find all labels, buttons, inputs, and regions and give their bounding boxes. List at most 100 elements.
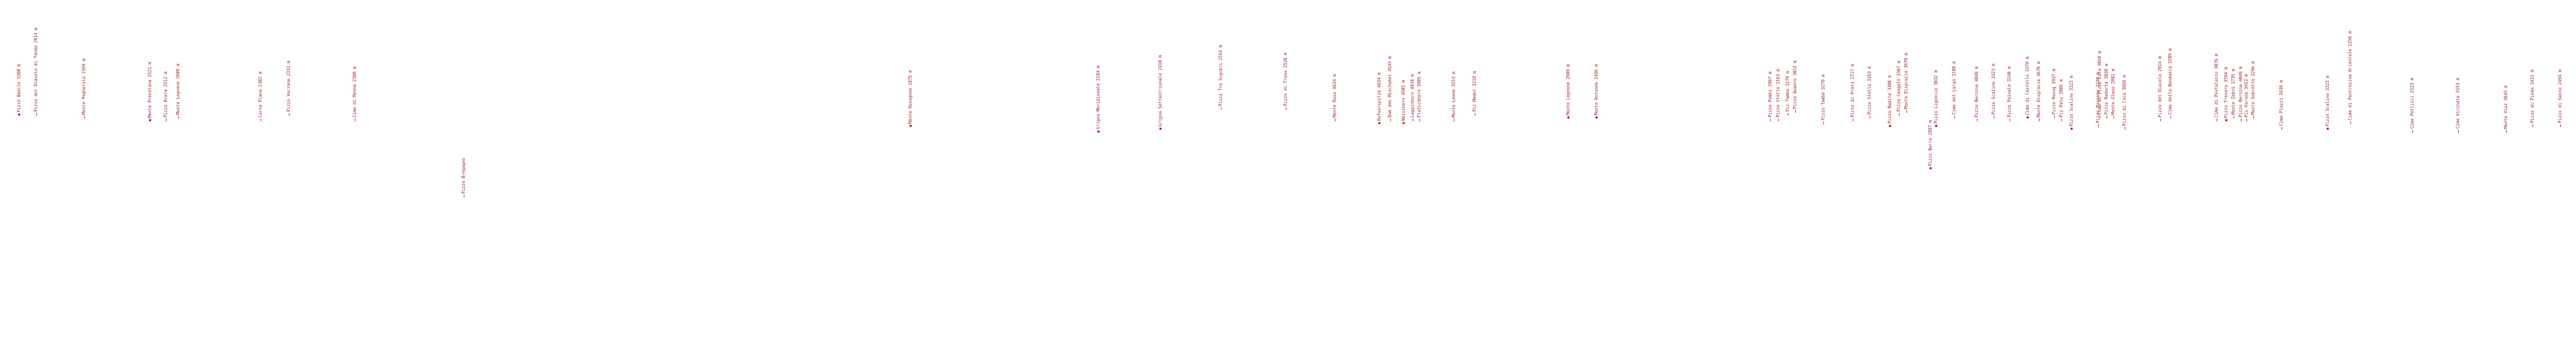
peak-name: Piz Medel 3210 m — [1472, 71, 1477, 112]
peak-name: Pizzo di Coca 3050 m — [2122, 75, 2127, 126]
summit-tick-icon — [1823, 121, 1824, 124]
peak-name: Cima Piazzi 3439 m — [2279, 80, 2284, 126]
peak-label: Pizzo Ligoncio 3032 m — [1933, 70, 1938, 127]
peak-label: Pizzo Bernina 4049 m — [1974, 67, 1979, 121]
peak-name: Pizzo Pombi 2967 m — [1768, 71, 1773, 117]
peak-name: Monte Presolana 2521 m — [147, 62, 152, 118]
peak-label: Monte Pegherolo 2369 m — [81, 59, 86, 119]
peak-name: Cima Pellicci 2523 m — [2410, 77, 2415, 129]
peak-name: Monte Disgrazia 3678 m — [1904, 53, 1909, 109]
peak-label: Corna Piana 2302 m — [258, 72, 263, 121]
peak-name: Cima di Menna 2300 m — [352, 66, 357, 117]
summit-tick-icon — [2170, 116, 2171, 119]
peak-name: Cima di Postalesio 3076 m — [2214, 54, 2219, 117]
peak-label: Pizzo Redorta 3038 m — [2104, 64, 2109, 119]
peak-name: Pizzo Quadro 3015 m — [1792, 60, 1797, 109]
peak-name: Pizzo Tre Signori 2554 m — [1218, 45, 1223, 106]
peak-label: Pizzo Scalino 3323 m — [2069, 76, 2074, 130]
peak-label: Pizzo di Pioda 3431 m — [2530, 69, 2535, 127]
peak-name: Dom des Mischabel 4545 m — [1387, 56, 1392, 117]
peak-name: Pizzo Berro 2897 m — [1928, 120, 1933, 166]
peak-label: Monte Sobretta 3296 m — [2250, 61, 2256, 119]
peak-label: Cima di Pontresina Orientale 2256 m — [2348, 31, 2353, 124]
peak-name: Monte Disgrazia 3678 m — [2036, 61, 2041, 117]
peak-label: Piz Medel 3210 m — [1472, 71, 1477, 116]
peak-name: Piz Varuna 3453 m — [2244, 74, 2249, 117]
peak-name: Pizzo di Sasso 2494 m — [2557, 69, 2562, 123]
summit-dot-icon — [1595, 116, 1598, 119]
peak-label: Pizzo Pombi 2967 m — [1768, 72, 1773, 121]
peak-name: Monte Legnone 2609 m — [1566, 64, 1571, 115]
peak-label: Pizzo Varrone 2332 m — [286, 60, 291, 116]
peak-label: Cima del Largo 3188 m — [1951, 61, 1957, 119]
peak-label: Dufourspitze 4634 m — [1377, 72, 1382, 124]
peak-name: Cima di Pizzo Coca 3050 m — [2097, 51, 2102, 115]
peak-name: Pizzo Varrone 2332 m — [286, 60, 291, 112]
summit-tick-icon — [1906, 110, 1907, 113]
summit-tick-icon — [2505, 130, 2507, 133]
peak-label: Pizzo del Diavolo di Tenda 2914 m — [33, 28, 38, 116]
peak-name: Monte Rosa 4634 m — [1332, 74, 1337, 117]
peak-label: Pizzo Roseg 3937 m — [2051, 68, 2056, 119]
peak-label: Pizzo del Diavolo 2914 m — [2157, 56, 2162, 121]
peak-label: Pizzo Tresero 3594 m — [2223, 67, 2228, 121]
peak-name: Monte Resegone 1875 m — [908, 70, 913, 124]
peak-label: Grigna Meridionale 2184 m — [1096, 65, 1101, 133]
summit-dot-icon — [1567, 116, 1570, 119]
peak-name: Pizzo Tresero 3594 m — [2223, 67, 2228, 118]
summit-tick-icon — [2350, 121, 2351, 124]
peak-label: Pizzo Quadro 3015 m — [1792, 60, 1797, 113]
summit-dot-icon — [1935, 125, 1937, 127]
peak-label: Monte Legnone 2609 m — [1566, 64, 1571, 119]
peak-name: Pizzo Redorta 3038 m — [2104, 63, 2109, 115]
summit-dot-icon — [1929, 167, 1932, 169]
peak-name: Cima della Bondasca 3289 m — [2168, 48, 2173, 115]
summit-dot-icon — [1378, 122, 1381, 124]
peak-name: Pizzo Stella 3163 m — [1867, 66, 1872, 115]
peak-label: Pizzo di Trona 2510 m — [1283, 53, 1288, 110]
peak-name: Monte Sobretta 3296 m — [2250, 61, 2256, 115]
peak-name: Grigna Settentrionale 2410 m — [1158, 55, 1163, 126]
peak-label: Weisshorn 4505 m — [1401, 80, 1406, 124]
summit-tick-icon — [1954, 116, 1955, 119]
peak-label: Monte Leone 3553 m — [1451, 72, 1456, 121]
peak-name: Monte Legnone 2609 m — [175, 63, 181, 115]
peak-label: Monte Disgrazia 3678 m — [1904, 53, 1909, 113]
peak-label: Pizzo di Sasso 2494 m — [2557, 69, 2562, 127]
summit-dot-icon — [1159, 128, 1162, 130]
summit-tick-icon — [2412, 130, 2413, 133]
peak-name: Pizzo Badile 3308 m — [1887, 75, 1892, 124]
peak-name: Pizzo Bregagno — [461, 158, 466, 194]
peak-label: Cima di Pizzo Coca 3050 m — [2097, 51, 2102, 119]
peak-name: Pizzo Tambò 3279 m — [1821, 74, 1826, 120]
peak-label: Piz Palu 3905 m — [2059, 79, 2064, 121]
peak-name: Cima del Largo 3188 m — [1951, 61, 1957, 115]
peak-name: Fletschhorn 3985 m — [1417, 71, 1422, 117]
peak-label: Monte Resegone 1875 m — [908, 70, 913, 127]
peak-name: Grigna Meridionale 2184 m — [1096, 65, 1101, 129]
peak-label: Cima di Menna 2300 m — [352, 66, 357, 121]
peak-name: Pizzo Roseg 3937 m — [2051, 68, 2056, 115]
summit-tick-icon — [2160, 119, 2161, 121]
peak-label: Pizzo Berro 2897 m — [1928, 120, 1933, 169]
peak-label: Cima Vicinale 3153 m — [2455, 77, 2460, 133]
peak-label: Monte Legnone 2609 m — [175, 63, 181, 119]
peak-label: Monte Presolana 2521 m — [147, 62, 152, 121]
peak-label: Pizzo Stella 3163 m — [1775, 69, 1781, 121]
peak-label: Pizzo Tre Signori 2554 m — [1218, 45, 1223, 110]
peak-name: Cima di Castello 3379 m — [2025, 56, 2030, 115]
summit-dot-icon — [18, 113, 20, 116]
summit-dot-icon — [2225, 119, 2227, 121]
summit-dot-icon — [2071, 128, 2073, 130]
peak-name: Cima Vicinale 3153 m — [2455, 77, 2460, 129]
peak-name: Piz Palu 3905 m — [2059, 79, 2064, 117]
peak-name: Pizzo Badile 3308 m — [16, 64, 21, 112]
peak-name: Pizzo di Trona 2510 m — [1283, 53, 1288, 106]
peak-label: Cima di Castello 3379 m — [2025, 56, 2030, 119]
peak-label: Dom des Mischabel 4545 m — [1387, 56, 1392, 121]
peak-label: Pizzo di Prata 2727 m — [1850, 64, 1855, 121]
peak-name: Monte Gleno 2882 m — [2111, 68, 2116, 115]
peak-name: Piz Tambo 3279 m — [1785, 71, 1790, 112]
summit-tick-icon — [1419, 119, 1420, 121]
peak-name: Cima di Pontresina Orientale 2256 m — [2348, 30, 2353, 120]
